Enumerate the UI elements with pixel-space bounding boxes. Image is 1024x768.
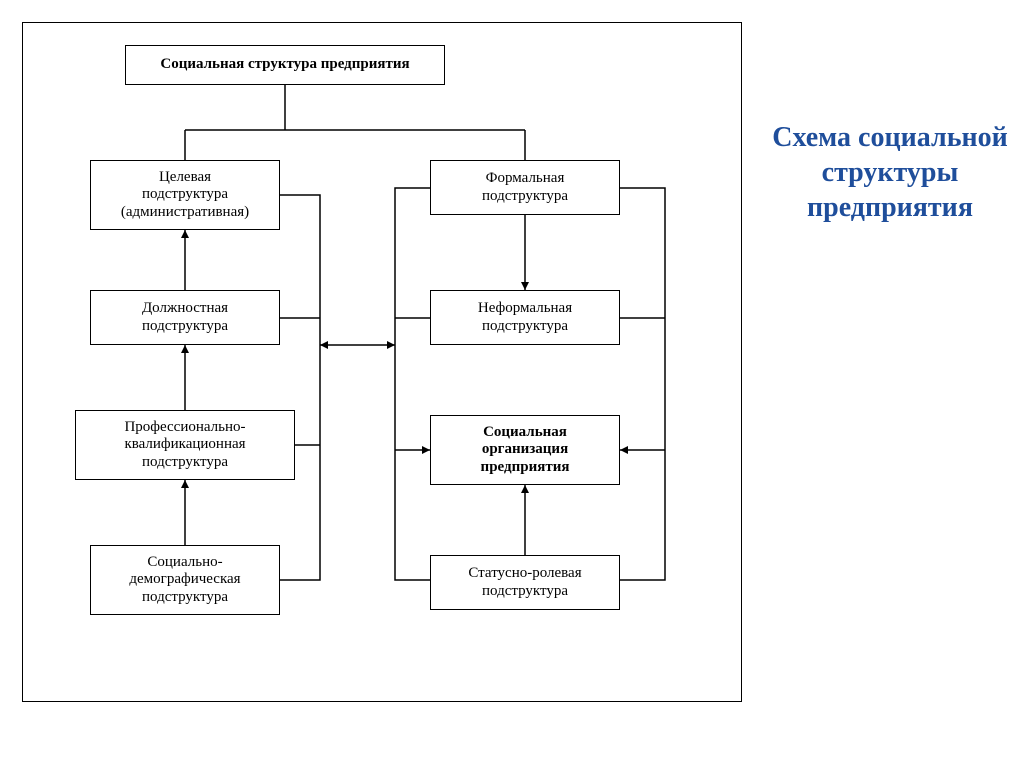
node-socdem: Социально- демографическая подструктура [90,545,280,615]
node-celev: Целевая подструктура (административная) [90,160,280,230]
node-root: Социальная структура предприятия [125,45,445,85]
diagram-canvas: Схема социальной структуры предприятия С… [0,0,1024,768]
page-title: Схема социальной структуры предприятия [770,120,1010,225]
node-formal: Формальная подструктура [430,160,620,215]
node-neform: Неформальная подструктура [430,290,620,345]
node-dolzh: Должностная подструктура [90,290,280,345]
node-prof: Профессионально- квалификационная подстр… [75,410,295,480]
node-socorg: Социальная организация предприятия [430,415,620,485]
node-status: Статусно-ролевая подструктура [430,555,620,610]
